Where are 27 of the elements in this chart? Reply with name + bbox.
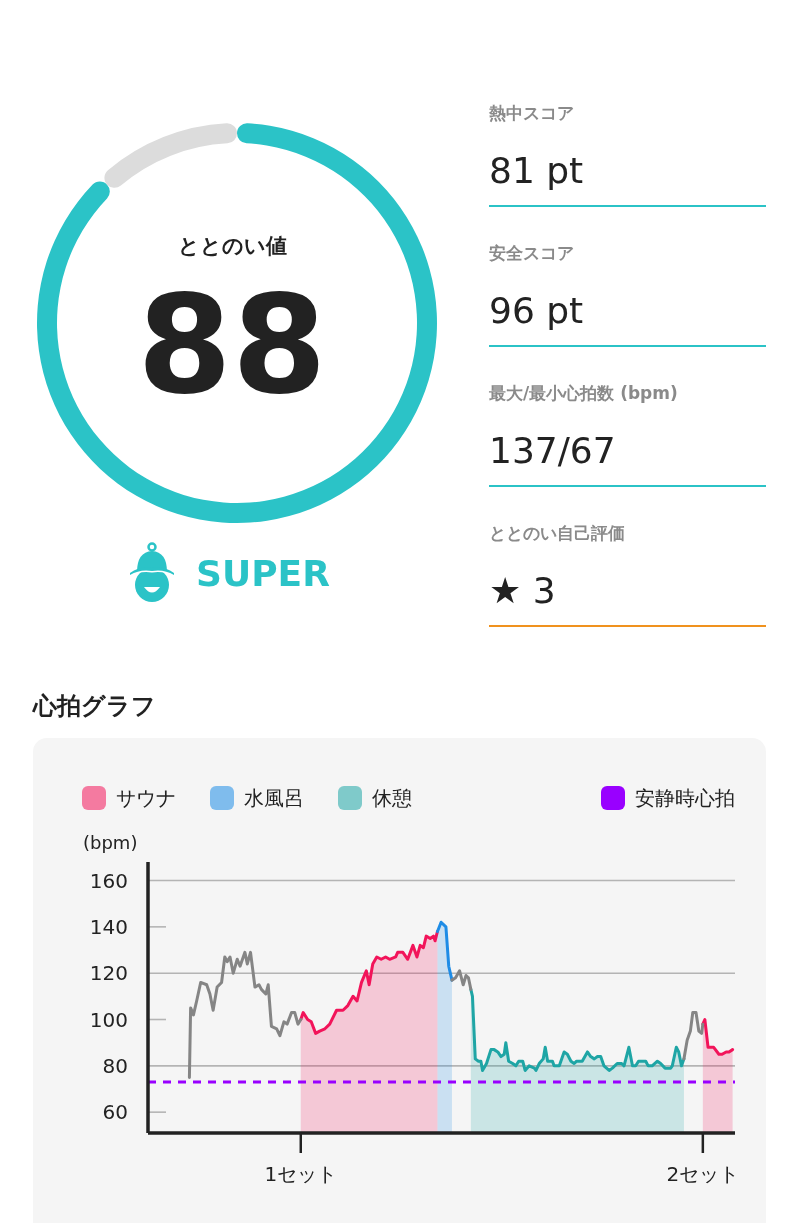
text: 137/67	[489, 430, 616, 471]
chart-title: 心拍グラフ	[33, 692, 156, 720]
donut-slice	[37, 123, 437, 523]
y-axis-title: (bpm)	[83, 832, 138, 853]
legend-label: 安静時心拍	[635, 784, 735, 812]
text: 最大/最小心拍数 (bpm)	[489, 383, 678, 403]
data-label: 88	[137, 266, 327, 424]
x-tick-label: 2セット	[666, 1162, 740, 1187]
text: 96 pt	[489, 290, 584, 331]
text: ととのい値	[177, 234, 287, 258]
legend-label: 水風呂	[244, 784, 304, 812]
y-tick-label: 60	[102, 1100, 128, 1125]
text: ★ 3	[489, 570, 556, 611]
x-tick-label: 1セット	[264, 1162, 338, 1187]
text: ととのい自己評価	[489, 523, 625, 543]
y-tick-label: 140	[89, 914, 128, 939]
y-tick-label: 160	[89, 868, 128, 893]
y-tick-label: 100	[89, 1007, 128, 1032]
text: 安全スコア	[489, 243, 574, 263]
y-tick-label: 80	[102, 1053, 128, 1078]
legend-label: 休憩	[372, 784, 412, 812]
donut-slice	[104, 123, 237, 188]
text: SUPER	[196, 552, 330, 594]
text: 81 pt	[489, 150, 584, 191]
text: 熱中スコア	[489, 103, 574, 123]
y-tick-label: 120	[89, 961, 128, 986]
legend-label: サウナ	[116, 784, 176, 812]
